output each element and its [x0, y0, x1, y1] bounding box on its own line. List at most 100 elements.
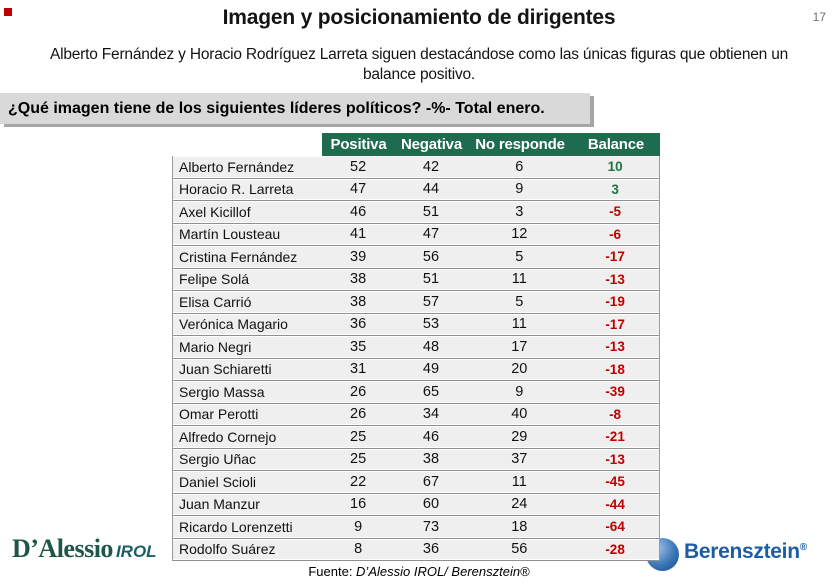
negativa-value: 57 — [422, 293, 440, 310]
source-body: D’Alessio IROL/ Berensztein® — [356, 564, 530, 579]
positiva-value: 9 — [354, 518, 363, 535]
balance-value: -13 — [605, 339, 625, 355]
berensztein-logo-text: Berensztein — [684, 540, 800, 563]
balance-value: 10 — [607, 159, 623, 175]
table-row: Axel Kicillof 46 51 3 -5 — [173, 201, 659, 224]
balance-value: -19 — [605, 294, 625, 310]
results-table: Positiva Negativa No responde Balance Al… — [172, 133, 660, 561]
positiva-value: 22 — [350, 473, 367, 490]
table-row: Sergio Massa 26 65 9 -39 — [173, 381, 659, 404]
balance-value: -28 — [605, 541, 625, 557]
no-responde-value: 56 — [511, 541, 528, 558]
page-number: 17 — [812, 10, 826, 24]
positiva-value: 46 — [350, 203, 367, 220]
balance-value: -21 — [605, 429, 625, 445]
positiva-value: 36 — [350, 316, 367, 333]
positiva-value: 52 — [350, 158, 367, 175]
negativa-value: 49 — [422, 361, 440, 378]
negativa-value: 60 — [422, 496, 440, 513]
positiva-value: 26 — [350, 406, 367, 423]
header-cell-no-responde: No responde — [468, 133, 572, 156]
leader-name: Verónica Magario — [179, 316, 288, 333]
positiva-value: 35 — [350, 338, 367, 355]
no-responde-value: 18 — [511, 518, 528, 535]
balance-value: -13 — [605, 271, 625, 287]
subtitle-line-2: balance positivo. — [362, 66, 476, 83]
no-responde-value: 37 — [511, 451, 528, 468]
red-corner-mark — [4, 8, 12, 16]
balance-value: -17 — [605, 249, 625, 265]
no-responde-value: 29 — [511, 428, 528, 445]
leader-name: Juan Schiaretti — [179, 361, 272, 378]
leader-name: Mario Negri — [179, 338, 252, 355]
table-row: Mario Negri 35 48 17 -13 — [173, 336, 659, 359]
header-cell-negativa: Negativa — [395, 133, 468, 156]
table-row: Horacio R. Larreta 47 44 9 3 — [173, 178, 659, 201]
table-row: Felipe Solá 38 51 11 -13 — [173, 268, 659, 291]
table-row: Omar Perotti 26 34 40 -8 — [173, 403, 659, 426]
leader-name: Ricardo Lorenzetti — [179, 518, 293, 535]
positiva-value: 16 — [350, 496, 367, 513]
positiva-value: 38 — [350, 271, 367, 288]
leader-name: Sergio Massa — [179, 383, 265, 400]
leader-name: Juan Manzur — [179, 496, 260, 513]
header-cell-empty — [172, 133, 322, 156]
dalessio-logo-text: D’Alessio — [12, 534, 113, 563]
registered-mark: ® — [799, 542, 807, 553]
dalessio-irol-logo: D’Alessio IROL — [12, 534, 157, 564]
balance-value: -45 — [605, 474, 625, 490]
negativa-value: 47 — [422, 226, 440, 243]
balance-value: -13 — [605, 451, 625, 467]
table-row: Juan Schiaretti 31 49 20 -18 — [173, 358, 659, 381]
no-responde-value: 40 — [511, 406, 528, 423]
positiva-value: 26 — [350, 383, 367, 400]
header-cell-positiva: Positiva — [322, 133, 395, 156]
table-row: Alfredo Cornejo 25 46 29 -21 — [173, 426, 659, 449]
table-row: Ricardo Lorenzetti 9 73 18 -64 — [173, 516, 659, 539]
balance-value: -17 — [605, 316, 625, 332]
table-row: Juan Manzur 16 60 24 -44 — [173, 493, 659, 516]
no-responde-value: 11 — [511, 271, 527, 288]
no-responde-value: 5 — [515, 248, 524, 265]
header-cell-balance: Balance — [572, 133, 660, 156]
leader-name: Horacio R. Larreta — [179, 181, 294, 198]
table-row: Martín Lousteau 41 47 12 -6 — [173, 223, 659, 246]
positiva-value: 25 — [350, 428, 367, 445]
negativa-value: 67 — [422, 473, 440, 490]
balance-value: -6 — [609, 226, 622, 242]
page-title: Imagen y posicionamiento de dirigentes — [222, 6, 616, 29]
negativa-value: 42 — [422, 158, 440, 175]
leader-name: Alfredo Cornejo — [179, 428, 277, 445]
no-responde-value: 3 — [515, 203, 524, 220]
berensztein-logo: Berensztein® — [684, 540, 807, 564]
negativa-value: 51 — [422, 271, 440, 288]
positiva-value: 25 — [350, 451, 367, 468]
positiva-value: 38 — [350, 293, 367, 310]
table-row: Alberto Fernández 52 42 6 10 — [173, 156, 659, 179]
leader-name: Alberto Fernández — [179, 158, 295, 175]
leader-name: Cristina Fernández — [179, 248, 298, 265]
no-responde-value: 5 — [515, 293, 524, 310]
source-line: Fuente: D’Alessio IROL/ Berensztein® — [0, 564, 838, 579]
negativa-value: 51 — [422, 203, 440, 220]
subtitle: Alberto Fernández y Horacio Rodríguez La… — [16, 45, 822, 85]
negativa-value: 36 — [422, 541, 440, 558]
balance-value: -64 — [605, 519, 625, 535]
negativa-value: 53 — [422, 316, 440, 333]
table-row: Cristina Fernández 39 56 5 -17 — [173, 246, 659, 269]
leader-name: Rodolfo Suárez — [179, 541, 276, 558]
positiva-value: 41 — [350, 226, 367, 243]
negativa-value: 73 — [422, 518, 440, 535]
table-row: Rodolfo Suárez 8 36 56 -28 — [173, 538, 659, 561]
balance-value: -39 — [605, 384, 625, 400]
no-responde-value: 20 — [511, 361, 528, 378]
positiva-value: 8 — [354, 541, 363, 558]
balance-value: -8 — [609, 406, 622, 422]
positiva-value: 47 — [350, 181, 367, 198]
table-row: Verónica Magario 36 53 11 -17 — [173, 313, 659, 336]
balance-value: -18 — [605, 361, 625, 377]
question-banner: ¿Qué imagen tiene de los siguientes líde… — [0, 93, 590, 124]
no-responde-value: 12 — [511, 226, 528, 243]
no-responde-value: 24 — [511, 496, 528, 513]
